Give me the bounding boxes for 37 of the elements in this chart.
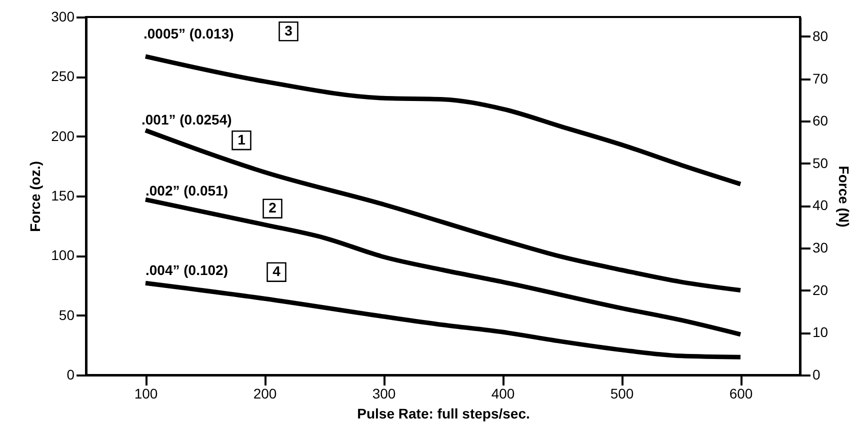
series-label: .0005” (0.013)	[144, 25, 234, 42]
annotation: 3	[284, 22, 293, 38]
annotation: 1	[238, 131, 246, 148]
annotation: 4	[272, 263, 281, 280]
y2-tick-label: 70	[812, 70, 828, 86]
y-tick-label: 100	[51, 247, 75, 264]
y-tick-label: 200	[51, 128, 75, 144]
y-tick-label: 150	[51, 188, 75, 204]
x-tick-label: 200	[253, 386, 277, 402]
line-series	[143, 280, 743, 360]
y2-tick-label: 80	[812, 28, 828, 44]
x-tick-label: 400	[491, 386, 515, 402]
x-tick-label: 100	[134, 386, 158, 402]
series-label: .002” (0.051)	[146, 182, 228, 199]
y2-axis-title: Force (N)	[836, 166, 852, 228]
x-axis-title: Pulse Rate: full steps/sec.	[357, 406, 530, 422]
x-tick-label: 500	[610, 386, 634, 402]
y-tick-label: 0	[66, 366, 75, 382]
y2-tick-label: 0	[812, 366, 820, 382]
x-tick-label: 600	[729, 386, 753, 402]
annotation: 2	[268, 200, 277, 216]
series-label: .001” (0.0254)	[142, 111, 232, 128]
series-label: .004” (0.102)	[146, 262, 228, 278]
y2-tick-label: 50	[812, 154, 828, 171]
x-tick-label: 300	[372, 386, 396, 402]
line-series	[143, 197, 743, 337]
y2-tick-label: 40	[812, 197, 828, 214]
y-tick-label: 50	[58, 306, 75, 323]
y-axis-title: Force (oz.)	[27, 161, 44, 232]
y2-tick-label: 60	[812, 112, 828, 129]
y-tick-label: 250	[51, 68, 75, 84]
y2-tick-label: 30	[812, 240, 828, 256]
line-series	[143, 128, 743, 293]
y-tick-label: 300	[51, 8, 75, 24]
line-series	[143, 54, 743, 186]
y2-tick-label: 20	[812, 282, 828, 298]
y2-tick-label: 10	[812, 324, 828, 340]
